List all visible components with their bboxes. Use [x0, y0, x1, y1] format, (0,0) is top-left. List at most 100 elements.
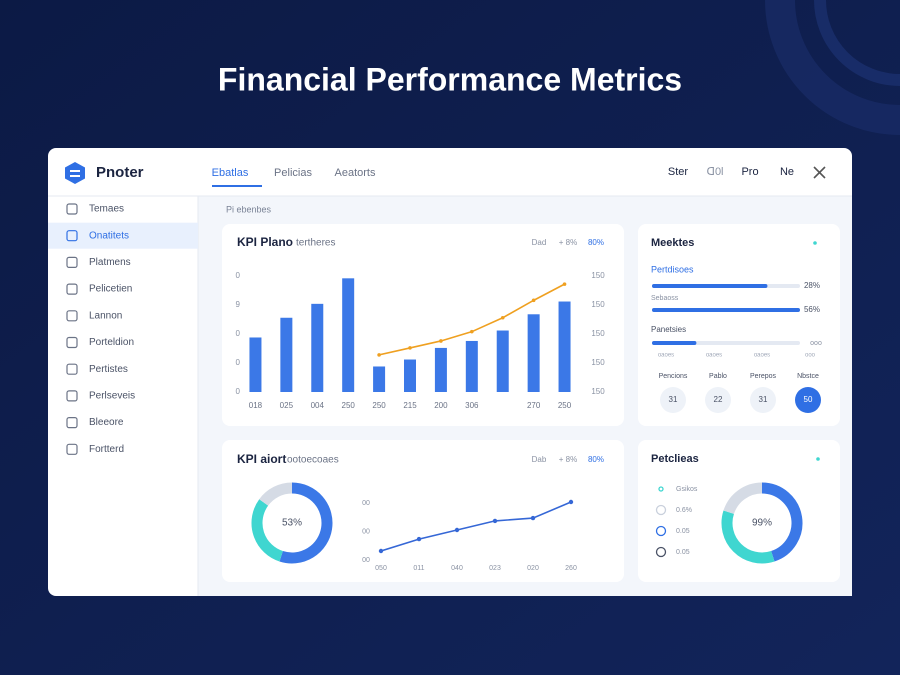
tab[interactable]: Aeatorts	[335, 167, 376, 179]
progress-label: ooo	[810, 340, 822, 347]
y-axis-label: 00	[362, 500, 370, 507]
status-dot	[813, 241, 817, 245]
bar	[249, 337, 262, 392]
sidebar-icon	[66, 390, 78, 402]
y-axis-label: 9	[236, 300, 241, 309]
line	[380, 501, 572, 552]
tab[interactable]: Pelicias	[274, 167, 312, 179]
card-control[interactable]: Dad	[532, 238, 547, 247]
section-caption: ooo	[805, 353, 816, 359]
card-control[interactable]: 80%	[588, 455, 604, 464]
close-button[interactable]	[813, 166, 826, 179]
card-subtitle: tertheres	[296, 238, 335, 249]
tab[interactable]: Ebatlas	[212, 167, 249, 179]
sidebar-item[interactable]: Temaes	[89, 204, 124, 215]
donut-label: 53%	[282, 518, 302, 529]
x-axis-label: 260	[565, 565, 577, 572]
sidebar-icon	[66, 283, 78, 295]
round-button[interactable]	[795, 387, 821, 413]
header-action[interactable]: Ne	[780, 166, 794, 178]
line-point	[378, 548, 384, 554]
progress-label: 28%	[804, 281, 820, 290]
sidebar-item[interactable]: Porteldion	[89, 337, 134, 348]
progress-fill	[652, 341, 697, 345]
legend-icon	[655, 546, 667, 558]
page-title: Financial Performance Metrics	[218, 61, 682, 97]
legend-label: Gsikos	[676, 486, 698, 493]
round-button[interactable]	[750, 387, 776, 413]
bar	[404, 359, 416, 392]
logo	[65, 162, 85, 184]
y-axis-label: 0	[236, 271, 241, 280]
legend-label: 0.05	[676, 549, 690, 556]
line-point	[530, 515, 536, 521]
bar	[311, 303, 324, 392]
button-value: 31	[759, 395, 768, 404]
bar	[527, 314, 540, 392]
button-caption: Pencions	[659, 373, 688, 380]
donut-segment	[279, 482, 333, 564]
sidebar-item[interactable]: Bleeore	[89, 417, 124, 428]
x-axis-label: 200	[434, 401, 448, 410]
card-control[interactable]: + 8%	[559, 455, 577, 464]
x-axis-label: 025	[280, 401, 294, 410]
card-control[interactable]: + 8%	[559, 238, 577, 247]
y-axis-label: 0	[236, 329, 241, 338]
progress-fill	[652, 308, 800, 312]
x-axis-label: 020	[527, 565, 539, 572]
sidebar-item[interactable]: Pelicetien	[89, 284, 132, 295]
x-axis-label: 215	[403, 401, 417, 410]
header-action[interactable]: ᗡ0l	[707, 166, 724, 178]
progress-caption: Sebaoss	[651, 295, 679, 302]
sidebar-item[interactable]: Lannon	[89, 310, 122, 321]
bar	[558, 301, 571, 392]
line-point	[500, 315, 505, 320]
bar	[434, 347, 447, 392]
button-value: 22	[714, 395, 723, 404]
line-point	[568, 499, 574, 505]
section-caption: oaoes	[754, 353, 770, 359]
sidebar-item[interactable]: Onatitets	[89, 230, 129, 241]
sidebar-item[interactable]: Pertistes	[89, 364, 128, 375]
y-axis-label: 0	[236, 387, 241, 396]
card	[638, 224, 840, 426]
y-axis-label: 00	[362, 557, 370, 564]
card-title: Meektes	[651, 237, 694, 249]
section-caption: oaoes	[706, 353, 722, 359]
sidebar-icon	[66, 417, 78, 429]
card-subtitle: ootoecoaes	[287, 455, 339, 466]
tab-indicator	[212, 185, 262, 187]
round-button[interactable]	[660, 387, 686, 413]
y2-axis-label: 150	[591, 358, 605, 367]
section-title: Panetsies	[651, 325, 686, 334]
card-title: KPI Plano	[237, 235, 293, 249]
y-axis-label: 0	[236, 358, 241, 367]
section-caption: oaoes	[658, 353, 674, 359]
sidebar-icon	[66, 230, 78, 242]
line-point	[439, 339, 443, 343]
button-value: 50	[804, 395, 813, 404]
line-point	[492, 518, 498, 524]
line-point	[531, 298, 536, 303]
sidebar-item[interactable]: Fortterd	[89, 444, 124, 455]
sidebar-item[interactable]: Platmens	[89, 257, 131, 268]
round-button[interactable]	[705, 387, 731, 413]
y2-axis-label: 150	[591, 329, 605, 338]
header-action[interactable]: Ster	[668, 166, 689, 178]
legend-label: 0.6%	[676, 507, 692, 514]
x-axis-label: 018	[249, 401, 263, 410]
logo-mark	[70, 175, 80, 177]
card-control[interactable]: 80%	[588, 238, 604, 247]
x-axis-label: 270	[527, 401, 541, 410]
sidebar-icon	[66, 336, 78, 349]
legend-icon	[655, 525, 667, 537]
bar	[465, 340, 478, 392]
logo-mark	[70, 170, 80, 172]
breadcrumb: Pi ebenbes	[226, 204, 272, 214]
header-action[interactable]: Pro	[741, 166, 758, 178]
line-point	[416, 536, 422, 542]
sidebar-item[interactable]: Perlseveis	[89, 391, 135, 402]
card-control[interactable]: Dab	[532, 455, 547, 464]
y-axis-label: 00	[362, 528, 370, 535]
